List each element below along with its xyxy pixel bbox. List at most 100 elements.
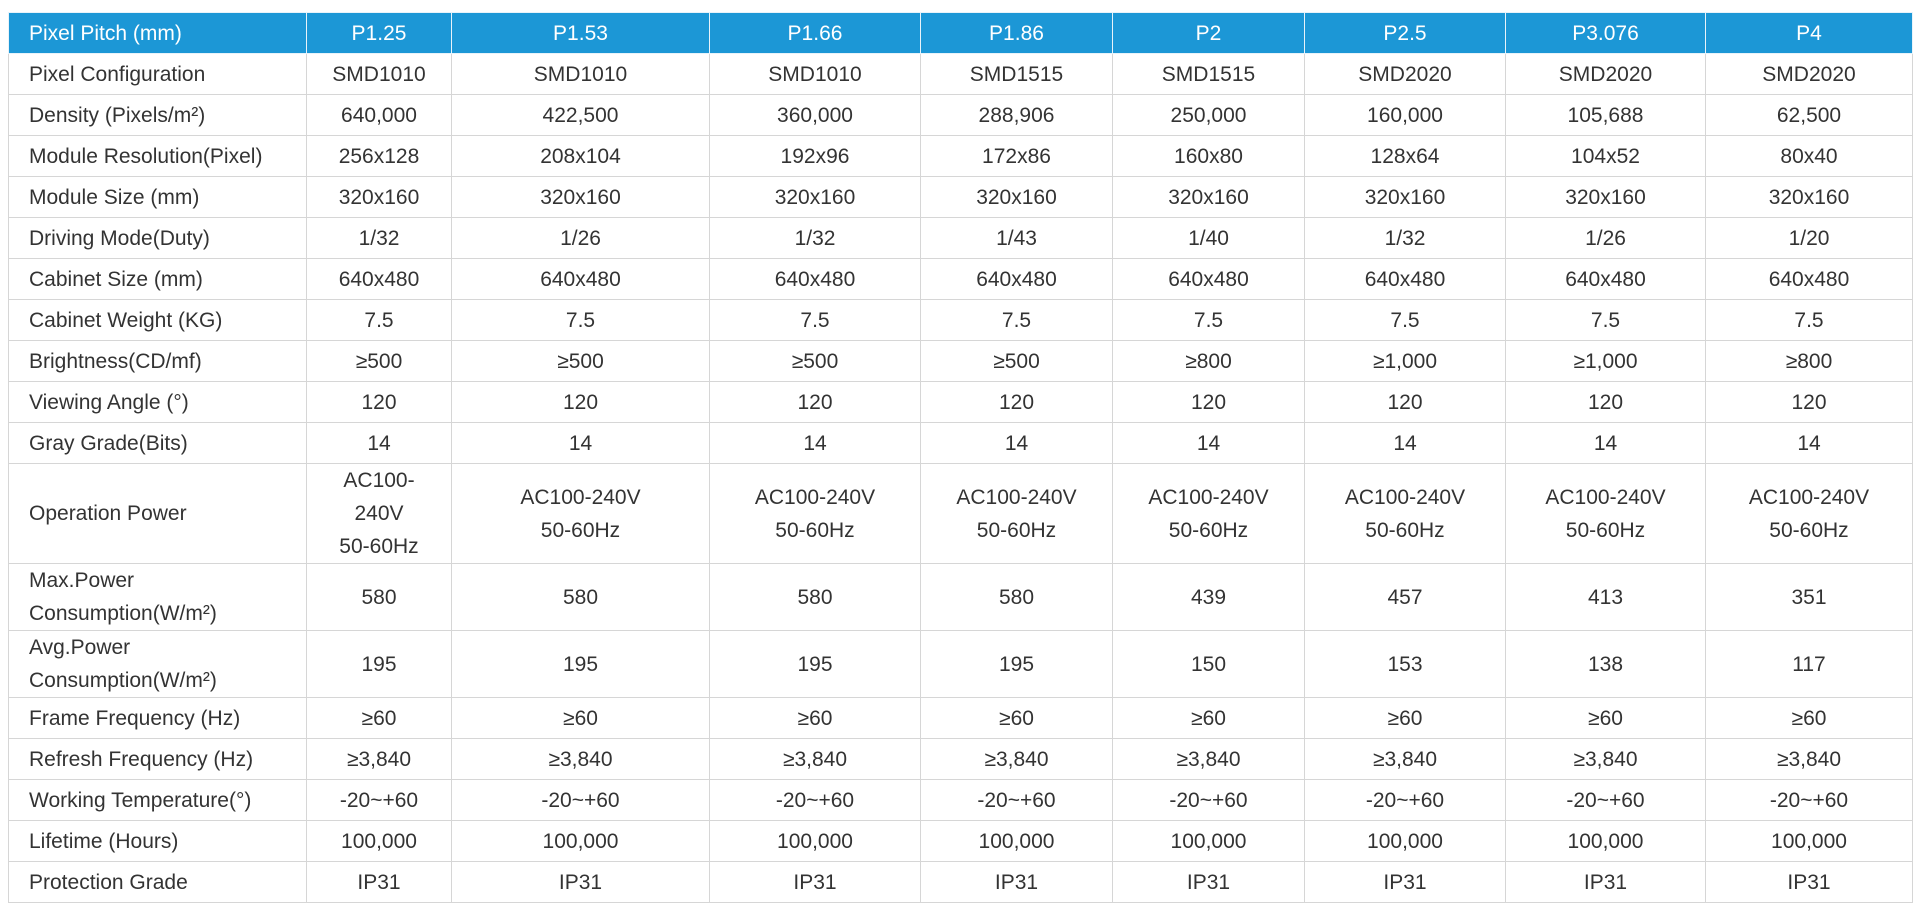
table-cell: 117 (1705, 630, 1913, 698)
table-cell: 320x160 (1705, 176, 1913, 218)
table-cell: 128x64 (1304, 135, 1506, 177)
table-cell: 7.5 (920, 299, 1113, 341)
header-cell: P1.53 (451, 12, 710, 54)
table-cell: 320x160 (306, 176, 452, 218)
table-cell: ≥3,840 (1505, 738, 1706, 780)
table-cell: -20~+60 (1505, 779, 1706, 821)
table-cell: IP31 (1304, 861, 1506, 903)
header-cell: P2.5 (1304, 12, 1506, 54)
table-cell: 288,906 (920, 94, 1113, 136)
table-cell: SMD2020 (1304, 53, 1506, 95)
table-cell: 1/26 (451, 217, 710, 259)
table-row: Driving Mode(Duty) 1/32 1/26 1/32 1/43 1/40 1/… (8, 217, 1913, 259)
table-cell: 7.5 (306, 299, 452, 341)
table-cell: 105,688 (1505, 94, 1706, 136)
table-cell: ≥3,840 (1705, 738, 1913, 780)
header-cell: P2 (1112, 12, 1305, 54)
table-cell: ≥60 (451, 697, 710, 739)
table-cell: -20~+60 (1705, 779, 1913, 821)
table-cell: 640x480 (1304, 258, 1506, 300)
table-cell: 7.5 (1705, 299, 1913, 341)
table-row: Operation Power AC100- 240V 50-60Hz AC100-… (8, 463, 1913, 564)
table-cell: SMD2020 (1505, 53, 1706, 95)
table-cell: 580 (709, 563, 921, 631)
table-cell: ≥500 (306, 340, 452, 382)
table-cell: 14 (451, 422, 710, 464)
table-cell: 422,500 (451, 94, 710, 136)
table-row: Pixel Configuration SMD1010 SMD1010 SMD1010… (8, 53, 1913, 95)
row-label: Lifetime (Hours) (8, 820, 307, 862)
table-cell: 1/43 (920, 217, 1113, 259)
table-cell: 360,000 (709, 94, 921, 136)
table-cell: AC100-240V 50-60Hz (1112, 463, 1305, 564)
table-cell: -20~+60 (451, 779, 710, 821)
row-label: Working Temperature(°) (8, 779, 307, 821)
table-cell: 457 (1304, 563, 1506, 631)
table-row: Module Size (mm) 320x160 320x160 320x160 320… (8, 176, 1913, 218)
table-header-row: Pixel Pitch (mm) P1.25 P1.53 P1.66 P1.86… (8, 12, 1913, 54)
table-cell: 320x160 (1112, 176, 1305, 218)
table-cell: 7.5 (1112, 299, 1305, 341)
table-cell: 250,000 (1112, 94, 1305, 136)
table-cell: 100,000 (1112, 820, 1305, 862)
row-label: Viewing Angle (°) (8, 381, 307, 423)
table-cell: 256x128 (306, 135, 452, 177)
table-cell: 195 (709, 630, 921, 698)
table-cell: 580 (451, 563, 710, 631)
row-label: Driving Mode(Duty) (8, 217, 307, 259)
table-row: Module Resolution(Pixel) 256x128 208x104 19… (8, 135, 1913, 177)
table-cell: 7.5 (451, 299, 710, 341)
table-cell: SMD1010 (709, 53, 921, 95)
table-cell: ≥60 (1505, 697, 1706, 739)
row-label: Brightness(CD/mf) (8, 340, 307, 382)
table-cell: 120 (1705, 381, 1913, 423)
table-cell: AC100-240V 50-60Hz (1304, 463, 1506, 564)
table-cell: 14 (1505, 422, 1706, 464)
table-cell: ≥3,840 (1112, 738, 1305, 780)
table-cell: 160x80 (1112, 135, 1305, 177)
table-body: Pixel Configuration SMD1010 SMD1010 SMD1010… (8, 53, 1913, 903)
table-cell: ≥500 (709, 340, 921, 382)
table-cell: 120 (1304, 381, 1506, 423)
row-label: Cabinet Size (mm) (8, 258, 307, 300)
table-row: Cabinet Weight (KG) 7.5 7.5 7.5 7.5 7.5 7.5 7.5… (8, 299, 1913, 341)
table-cell: 320x160 (1304, 176, 1506, 218)
table-cell: 100,000 (1505, 820, 1706, 862)
table-cell: 62,500 (1705, 94, 1913, 136)
table-cell: 100,000 (920, 820, 1113, 862)
table-cell: 100,000 (1304, 820, 1506, 862)
table-cell: 1/20 (1705, 217, 1913, 259)
table-cell: 640x480 (306, 258, 452, 300)
table-cell: -20~+60 (709, 779, 921, 821)
table-cell: 640x480 (920, 258, 1113, 300)
table-cell: 320x160 (920, 176, 1113, 218)
table-cell: 100,000 (306, 820, 452, 862)
table-cell: ≥60 (709, 697, 921, 739)
table-row: Viewing Angle (°) 120 120 120 120 120 120 120 12… (8, 381, 1913, 423)
table-cell: 80x40 (1705, 135, 1913, 177)
row-label: Avg.Power Consumption(W/m²) (8, 630, 307, 698)
table-cell: SMD1515 (1112, 53, 1305, 95)
table-cell: 195 (920, 630, 1113, 698)
row-label: Protection Grade (8, 861, 307, 903)
header-cell: P4 (1705, 12, 1913, 54)
table-cell: 14 (1304, 422, 1506, 464)
table-cell: AC100- 240V 50-60Hz (306, 463, 452, 564)
table-cell: 580 (920, 563, 1113, 631)
table-cell: ≥60 (306, 697, 452, 739)
table-cell: 153 (1304, 630, 1506, 698)
header-cell: P1.66 (709, 12, 921, 54)
table-cell: 640x480 (451, 258, 710, 300)
row-label: Module Size (mm) (8, 176, 307, 218)
table-cell: ≥60 (1705, 697, 1913, 739)
table-cell: 413 (1505, 563, 1706, 631)
table-row: Gray Grade(Bits) 14 14 14 14 14 14 14 14 (8, 422, 1913, 464)
table-cell: 120 (306, 381, 452, 423)
table-cell: 100,000 (1705, 820, 1913, 862)
table-row: Brightness(CD/mf) ≥500 ≥500 ≥500 ≥500 ≥800 ≥1,… (8, 340, 1913, 382)
table-cell: 351 (1705, 563, 1913, 631)
table-cell: ≥1,000 (1304, 340, 1506, 382)
table-cell: ≥3,840 (451, 738, 710, 780)
table-cell: 14 (306, 422, 452, 464)
table-cell: 640,000 (306, 94, 452, 136)
